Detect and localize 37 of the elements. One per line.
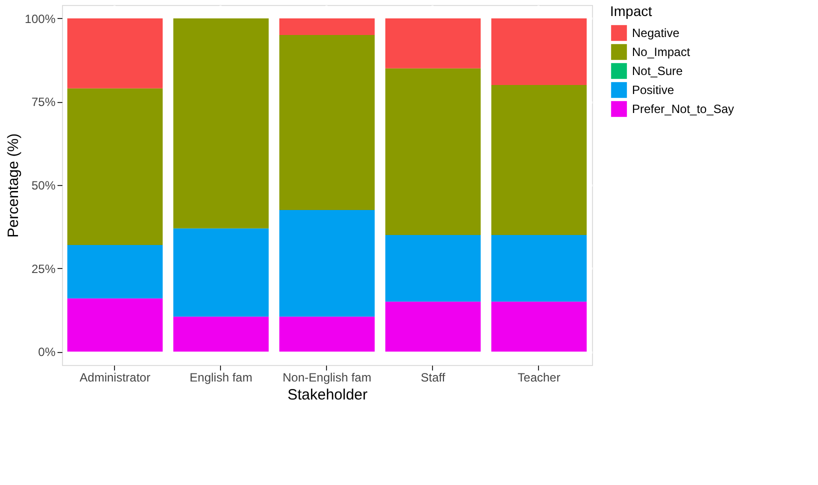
bar bbox=[67, 298, 163, 352]
bar bbox=[385, 302, 481, 352]
legend-label: Positive bbox=[632, 83, 674, 97]
bar bbox=[279, 210, 375, 317]
x-tick-label: English fam bbox=[190, 370, 252, 384]
y-tick-label: 100% bbox=[24, 12, 56, 26]
y-axis-title: Percentage (%) bbox=[4, 133, 22, 238]
legend-label: Prefer_Not_to_Say bbox=[632, 102, 734, 116]
bar bbox=[491, 235, 587, 302]
x-tick-label: Teacher bbox=[518, 370, 560, 384]
bar bbox=[385, 18, 481, 68]
bar bbox=[279, 316, 375, 352]
legend-label: Negative bbox=[632, 26, 680, 40]
legend-label: Not_Sure bbox=[632, 64, 684, 78]
bar bbox=[385, 68, 481, 235]
y-tick-label: 25% bbox=[31, 262, 56, 276]
bar bbox=[279, 18, 375, 35]
bar bbox=[491, 302, 587, 352]
bar bbox=[385, 235, 481, 302]
bar bbox=[67, 88, 163, 245]
y-tick-label: 50% bbox=[31, 178, 56, 192]
legend-title: Impact bbox=[610, 3, 652, 19]
bar bbox=[173, 316, 269, 352]
legend-label: No_Impact bbox=[632, 45, 691, 59]
bar bbox=[173, 18, 269, 228]
bar bbox=[67, 245, 163, 298]
y-tick-label: 75% bbox=[31, 95, 56, 110]
x-tick-label: Non-English fam bbox=[282, 370, 372, 384]
bar bbox=[67, 18, 163, 88]
bar bbox=[491, 18, 587, 85]
y-tick-label: 0% bbox=[38, 345, 56, 360]
x-axis-title: Stakeholder bbox=[287, 386, 368, 404]
bar bbox=[279, 35, 375, 210]
bar bbox=[173, 228, 269, 317]
x-tick-label: Administrator bbox=[80, 370, 150, 384]
x-tick-label: Staff bbox=[420, 370, 446, 384]
bar bbox=[491, 85, 587, 235]
